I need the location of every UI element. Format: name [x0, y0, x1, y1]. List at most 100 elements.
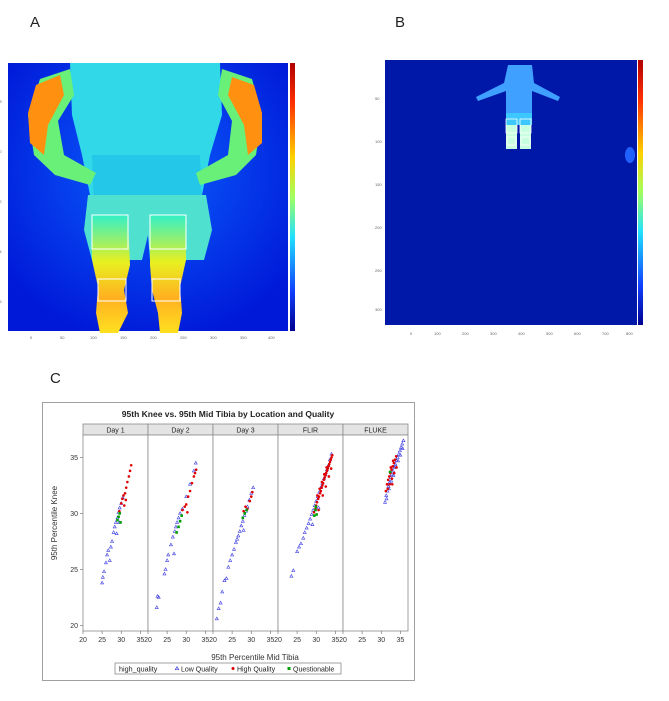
point-high-quality — [319, 489, 323, 493]
legend-marker-low-quality — [174, 665, 180, 671]
point-high-quality — [317, 508, 320, 512]
point-low-quality — [396, 458, 401, 463]
point-low-quality — [173, 524, 178, 529]
point-high-quality — [323, 476, 326, 479]
x-tick-label-day-2: 35 — [201, 637, 209, 644]
point-low-quality — [236, 533, 241, 538]
point-low-quality — [191, 468, 196, 473]
point-high-quality — [321, 484, 324, 487]
x-tick-label-flir: 25 — [293, 637, 301, 644]
facet-plot-fluke — [342, 434, 409, 632]
point-low-quality — [306, 521, 311, 525]
point-high-quality — [188, 489, 192, 493]
svg-text:1.0: 1.0 — [0, 149, 2, 154]
point-questionable — [118, 512, 122, 515]
x-tick-label-day-1: 20 — [79, 637, 87, 644]
point-low-quality — [100, 580, 105, 585]
x-tick-label-day-1: 35 — [136, 637, 144, 644]
point-low-quality — [107, 558, 112, 562]
point-low-quality — [114, 531, 119, 535]
x-tick-label-day-2: 25 — [163, 637, 171, 644]
point-low-quality — [188, 482, 193, 486]
point-high-quality — [194, 468, 198, 472]
x-axis-label: 95th Percentile Mid Tibia — [211, 653, 299, 662]
point-high-quality — [318, 491, 322, 495]
facet-grid: Day 1 20 25 30 35 Day 2 20 25 30 35 Day 3 20 25 30 35 F… — [70, 423, 409, 644]
point-high-quality — [129, 463, 133, 467]
point-low-quality — [175, 520, 180, 524]
point-questionable — [314, 508, 317, 512]
point-high-quality — [186, 510, 189, 514]
point-low-quality — [224, 576, 229, 580]
point-high-quality — [330, 453, 334, 457]
point-low-quality — [108, 544, 113, 549]
point-low-quality — [103, 560, 108, 565]
point-low-quality — [113, 520, 118, 524]
point-high-quality — [186, 495, 190, 498]
point-high-quality — [124, 498, 128, 502]
point-low-quality — [214, 616, 219, 621]
svg-text:500: 500 — [546, 331, 553, 336]
point-high-quality — [327, 475, 331, 478]
point-questionable — [175, 531, 178, 534]
point-low-quality — [171, 551, 177, 556]
point-high-quality — [387, 475, 391, 478]
point-low-quality — [235, 536, 240, 541]
point-high-quality — [390, 477, 394, 480]
point-low-quality — [308, 516, 313, 521]
point-high-quality — [249, 495, 253, 498]
point-low-quality — [100, 575, 105, 579]
legend-marker-high-quality — [231, 667, 235, 670]
point-low-quality — [240, 519, 245, 523]
chart-title: 95th Knee vs. 95th Mid Tibia by Location… — [122, 409, 335, 419]
point-low-quality — [304, 525, 309, 530]
point-low-quality — [106, 548, 111, 552]
legend-label-high-quality: High Quality — [237, 666, 276, 673]
point-low-quality — [178, 511, 183, 515]
point-high-quality — [312, 510, 316, 514]
point-low-quality — [230, 552, 235, 557]
point-high-quality — [121, 497, 124, 501]
point-low-quality — [232, 547, 237, 551]
svg-text:800: 800 — [626, 331, 633, 336]
point-low-quality — [102, 569, 107, 574]
x-tick-label-day-3: 25 — [228, 637, 236, 644]
point-high-quality — [193, 471, 197, 475]
point-high-quality — [119, 502, 123, 505]
point-questionable — [117, 515, 120, 519]
point-questionable — [116, 518, 119, 522]
svg-text:100: 100 — [434, 331, 441, 336]
point-high-quality — [183, 505, 187, 508]
svg-text:400: 400 — [518, 331, 525, 336]
panel-label-b: B — [395, 14, 406, 31]
point-high-quality — [325, 466, 328, 469]
point-high-quality — [181, 508, 184, 512]
point-high-quality — [251, 490, 254, 494]
point-high-quality — [395, 466, 398, 469]
x-tick-label-fluke: 35 — [396, 637, 404, 644]
point-questionable — [388, 470, 392, 474]
point-low-quality — [166, 552, 171, 557]
svg-text:250: 250 — [375, 268, 382, 273]
point-low-quality — [154, 605, 159, 609]
y-tick-label: 20 — [70, 623, 78, 630]
point-low-quality — [156, 595, 161, 599]
point-high-quality — [394, 454, 398, 458]
point-low-quality — [384, 496, 389, 501]
point-high-quality — [385, 482, 389, 486]
x-tick-label-day-3: 30 — [247, 637, 255, 644]
facet-label-day-1: Day 1 — [106, 427, 124, 434]
point-high-quality — [322, 472, 326, 476]
point-high-quality — [329, 458, 333, 461]
point-high-quality — [192, 475, 196, 478]
svg-text:50: 50 — [60, 335, 65, 340]
point-low-quality — [193, 460, 198, 465]
point-low-quality — [170, 534, 175, 539]
point-low-quality — [242, 513, 247, 518]
svg-text:350: 350 — [240, 335, 247, 340]
facet-label-day-2: Day 2 — [171, 427, 189, 434]
scatter-chart: 95th Knee vs. 95th Mid Tibia by Location… — [50, 409, 409, 675]
point-questionable — [180, 514, 183, 517]
point-low-quality — [220, 589, 225, 594]
point-high-quality — [123, 491, 127, 495]
